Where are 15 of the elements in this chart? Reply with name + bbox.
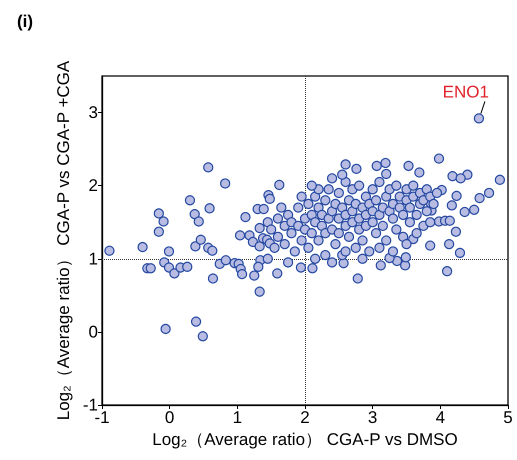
x-tick-label: 5 [503, 408, 513, 427]
x-tick-label: 2 [300, 408, 310, 427]
x-tick-label: 4 [436, 408, 446, 427]
y-tick-label: 0 [88, 322, 98, 342]
chart-title: (i) [17, 12, 34, 31]
y-tick-label: 3 [88, 103, 98, 122]
x-tick-label: 1 [232, 408, 242, 427]
annotation: ENO1 [442, 82, 489, 102]
y-axis-title: Log₂（Average ratio） CGA-P vs CGA-P +CGA [54, 60, 73, 420]
x-tick-label: 0 [164, 408, 174, 427]
x-axis-title: Log₂（Average ratio） CGA-P vs DMSO [152, 430, 458, 449]
y-tick-label: 2 [88, 176, 98, 196]
y-tick-label: 1 [88, 249, 98, 268]
y-tick-label: -1 [82, 396, 98, 414]
x-tick-label: 3 [368, 408, 378, 427]
